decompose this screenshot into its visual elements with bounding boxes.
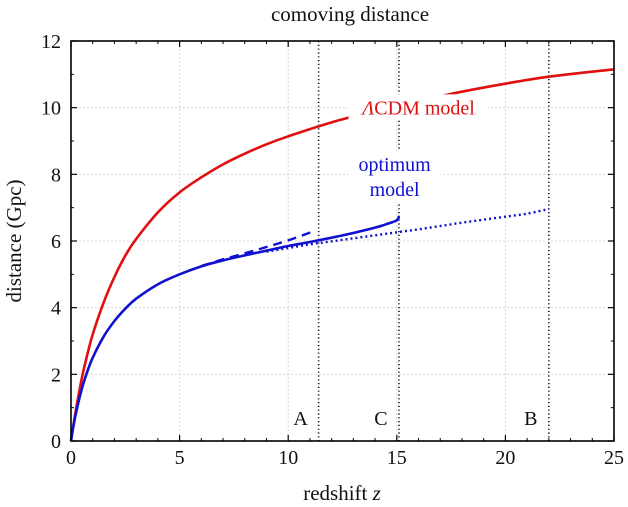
y-tick-label: 4 [51,298,61,320]
y-tick-label: 0 [51,431,61,453]
y-tick-label: 2 [51,364,61,386]
annotation-2: model [370,179,420,201]
chart-title: comoving distance [271,2,429,26]
annotation-1: optimum [359,154,432,176]
annotation-bg [348,94,489,121]
x-tick-label: 20 [495,447,515,469]
series-line-3 [266,207,550,253]
x-axis-label: redshift z [303,481,381,505]
series-line-0 [69,68,615,442]
annotation-bg [348,176,441,202]
data-series [69,68,615,442]
vline-label-B: B [524,408,537,430]
series-line-2 [200,229,315,268]
y-tick-label: 8 [51,164,61,186]
annotation-text: CDM model [374,97,475,119]
annotation-0: ΛCDM model [360,97,475,119]
y-tick-label: 12 [41,31,61,53]
x-tick-label: 5 [175,447,185,469]
x-tick-label: 10 [278,447,298,469]
x-tick-label: 25 [604,447,624,469]
x-tick-label: 15 [387,447,407,469]
y-tick-label: 10 [41,98,61,120]
vline-label-A: A [293,408,308,430]
annotation-bg [348,151,441,177]
series-line-1 [69,215,401,442]
vline-label-C: C [374,408,387,430]
x-tick-label: 0 [66,447,76,469]
lambda-symbol: Λ [360,97,374,119]
y-tick-label: 6 [51,231,61,253]
y-axis-label: distance (Gpc) [2,179,26,302]
axis-ticks: 0 5 10 15 20 25 0 2 4 6 8 10 12 [41,31,624,469]
annotations: ΛCDM model optimum model [348,94,489,202]
